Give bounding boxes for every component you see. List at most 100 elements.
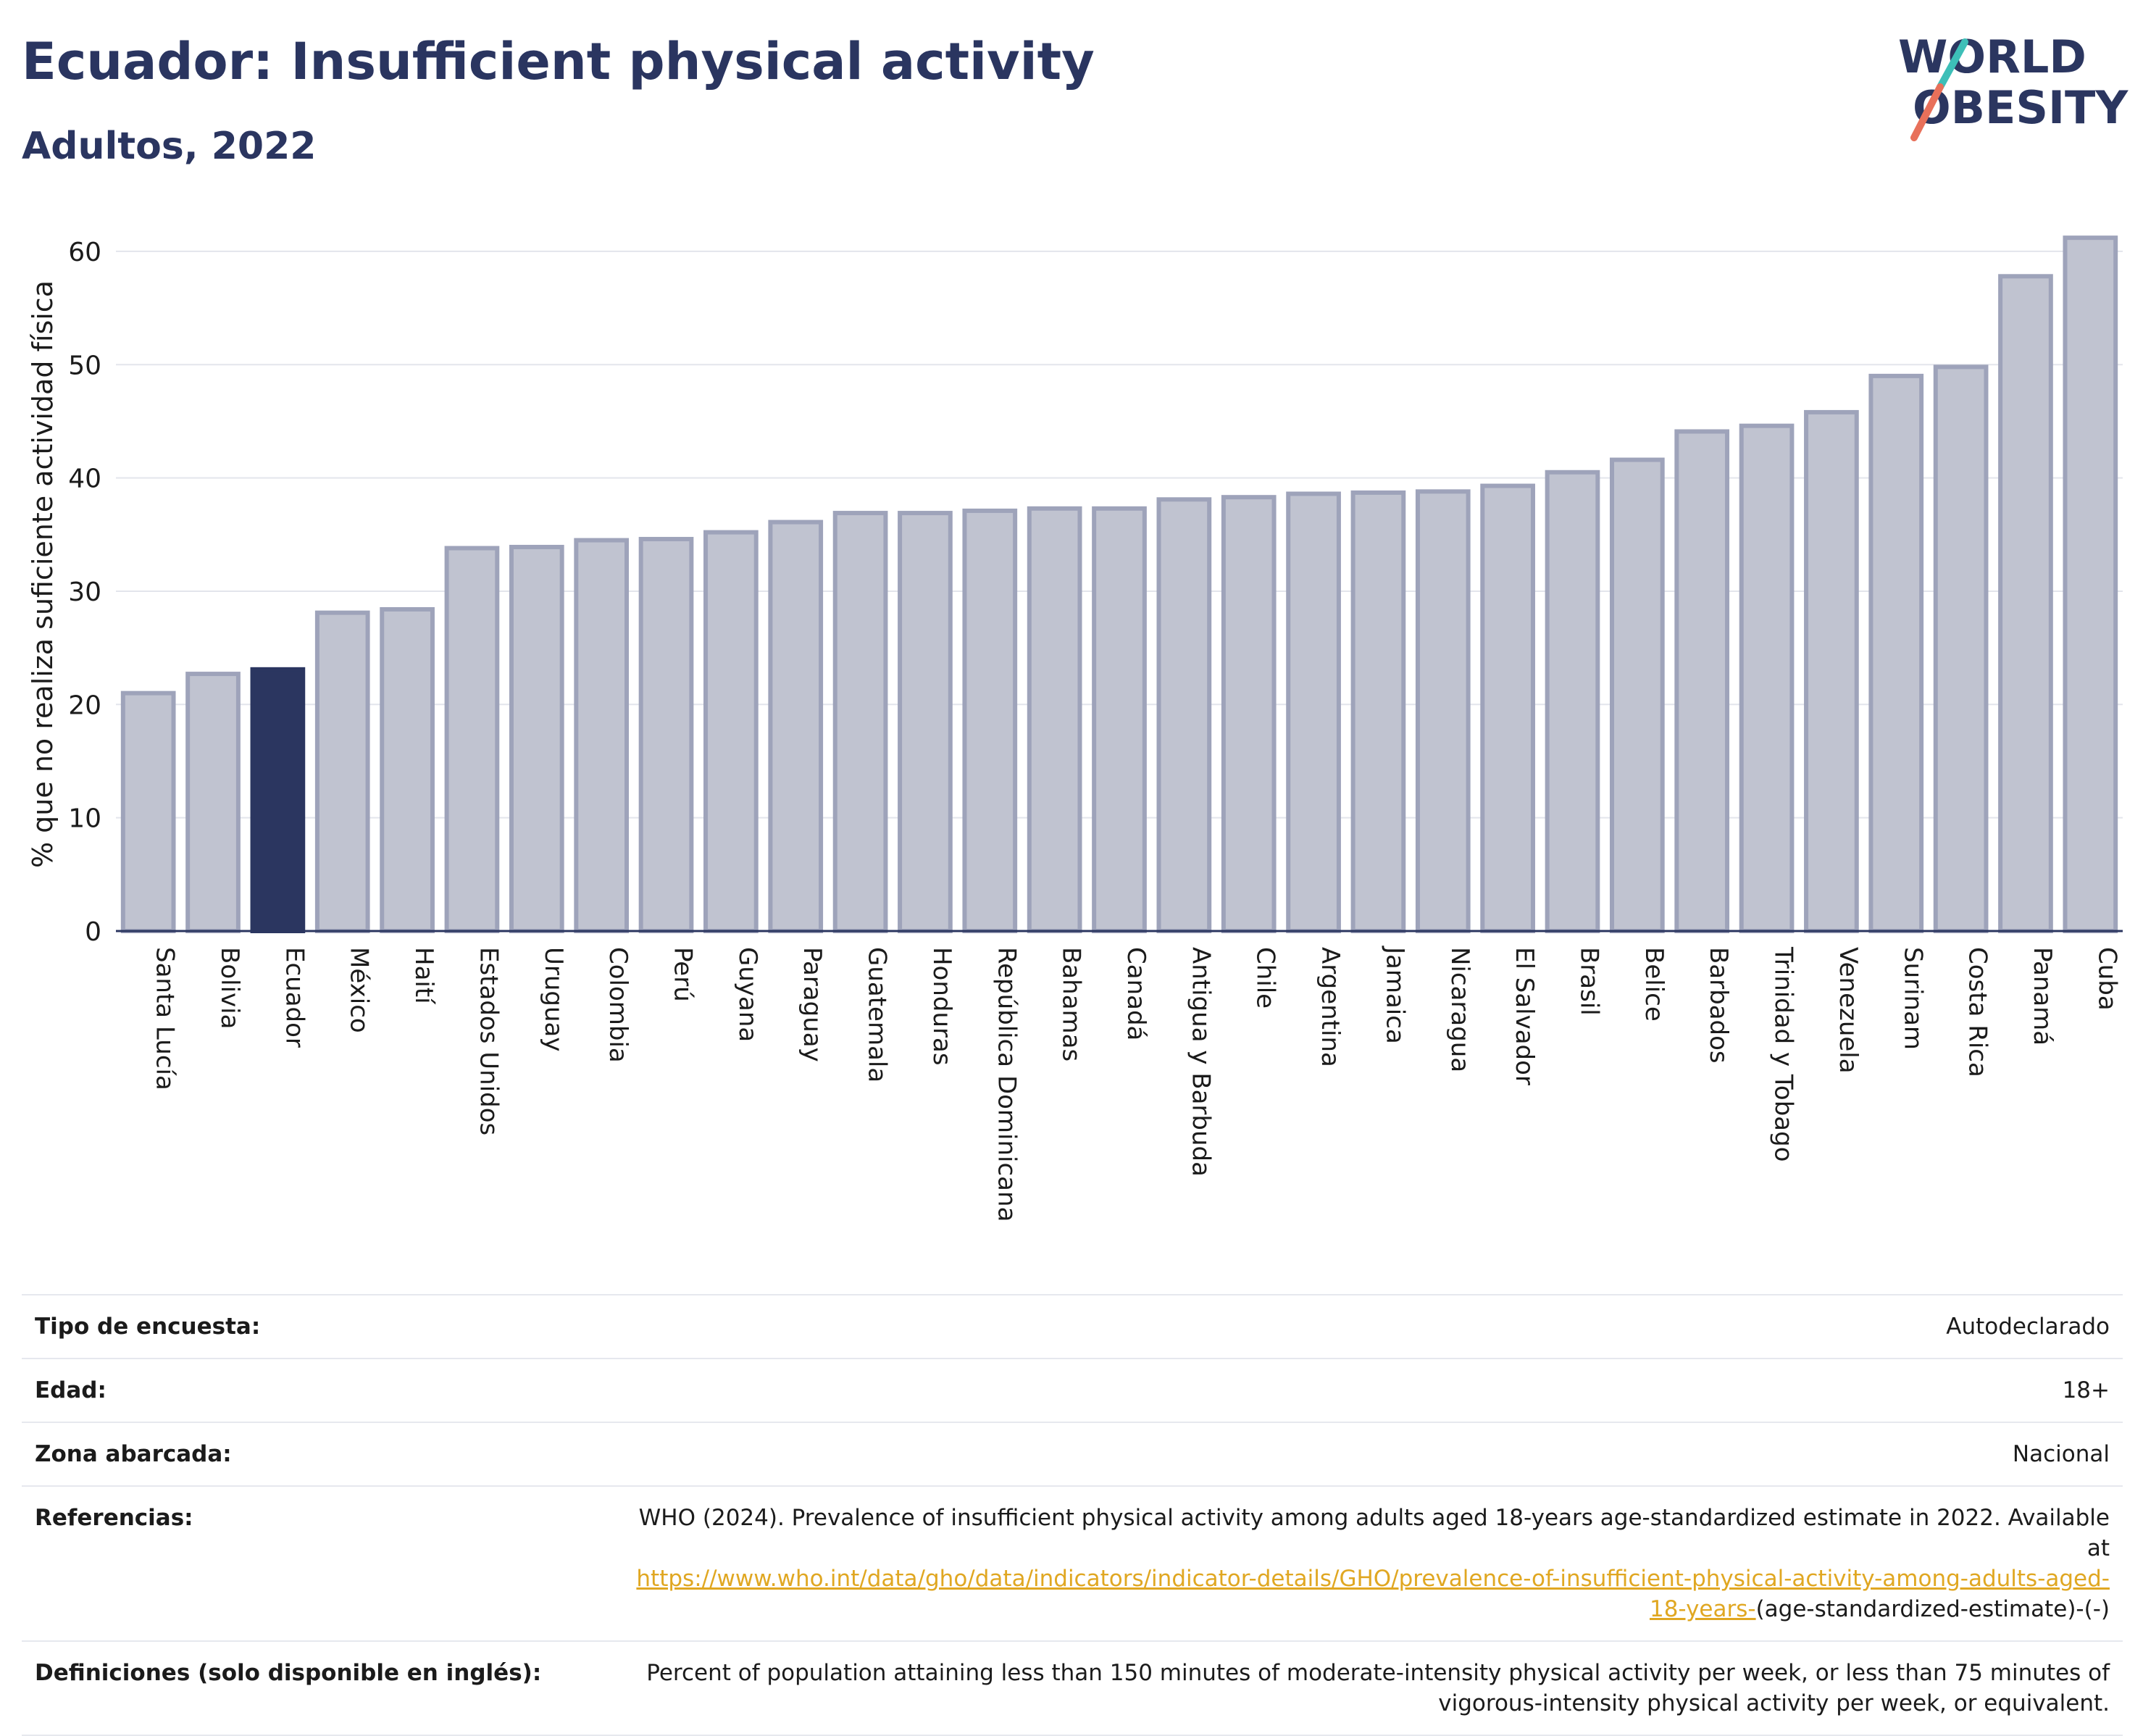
x-tick-label: Guyana (733, 947, 762, 1042)
x-tick-label: Cuba (2092, 947, 2121, 1011)
x-tick-label: Perú (669, 947, 698, 1002)
x-tick-label: Venezuela (1834, 947, 1863, 1074)
bar (380, 606, 435, 933)
bar (898, 511, 953, 934)
bar (185, 672, 241, 933)
bar (509, 544, 564, 933)
bar-highlight (250, 667, 306, 933)
x-tick-label: Uruguay (539, 947, 568, 1052)
meta-row-definitions: Definiciones (solo disponible en inglés)… (22, 1640, 2123, 1736)
x-tick-label: Panamá (2028, 947, 2057, 1046)
meta-row-area: Zona abarcada: Nacional (22, 1422, 2123, 1487)
y-tick-label: 30 (68, 577, 101, 607)
meta-row-survey-type: Tipo de encuesta: Autodeclarado (22, 1294, 2123, 1359)
bar (1933, 364, 1989, 933)
x-tick-label: Haití (409, 947, 438, 1005)
y-axis-label: % que no realiza suficiente actividad fí… (27, 280, 59, 868)
x-tick-label: Costa Rica (1963, 947, 1992, 1077)
logo-slash-coral (1910, 83, 1944, 141)
bars (120, 235, 2118, 934)
y-axis-ticks: 0 10 20 30 40 50 60 (68, 238, 101, 947)
bar (120, 690, 176, 934)
bar (1868, 373, 1924, 933)
y-tick-label: 10 (68, 804, 101, 834)
meta-label: Referencias: (22, 1485, 613, 1642)
reference-suffix: (age-standardized-estimate)-(-) (1755, 1596, 2110, 1622)
bar (2063, 235, 2118, 933)
meta-label: Edad: (22, 1358, 613, 1423)
y-tick-label: 40 (68, 464, 101, 494)
bar (1804, 409, 1859, 933)
bar (1998, 274, 2053, 934)
bar (1674, 429, 1730, 933)
x-tick-label: México (345, 947, 374, 1033)
x-tick-label: Santa Lucía (151, 947, 180, 1090)
bar (1027, 506, 1082, 934)
reference-link[interactable]: https://www.who.int/data/gho/data/indica… (636, 1566, 2110, 1622)
page-title: Ecuador: Insufficient physical activity (22, 32, 1095, 91)
x-tick-label: Honduras (927, 947, 956, 1066)
bar (1221, 495, 1277, 933)
x-tick-label: Argentina (1316, 947, 1345, 1067)
x-tick-label: República Dominicana (992, 947, 1021, 1222)
x-tick-label: Jamaica (1380, 946, 1409, 1044)
bar (832, 511, 888, 934)
x-tick-label: Brasil (1574, 947, 1603, 1016)
x-tick-label: Paraguay (798, 947, 827, 1062)
x-tick-label: Antigua y Barbuda (1186, 947, 1215, 1177)
meta-label: Tipo de encuesta: (22, 1294, 613, 1359)
x-tick-label: Chile (1251, 947, 1280, 1009)
x-tick-label: Bahamas (1057, 947, 1086, 1061)
y-tick-label: 0 (85, 917, 101, 947)
bar (703, 530, 759, 933)
y-tick-label: 50 (68, 351, 101, 380)
meta-value: Autodeclarado (613, 1294, 2123, 1359)
bar (1415, 489, 1471, 934)
bar (768, 519, 824, 934)
y-tick-label: 20 (68, 690, 101, 720)
meta-value: Nacional (613, 1422, 2123, 1487)
x-tick-label: Barbados (1704, 947, 1733, 1064)
x-tick-label: Guatemala (863, 947, 892, 1082)
x-tick-label: El Salvador (1510, 947, 1539, 1085)
bar (1286, 491, 1341, 933)
meta-label: Definiciones (solo disponible en inglés)… (22, 1640, 613, 1736)
x-tick-label: Estados Unidos (474, 947, 503, 1135)
y-tick-label: 60 (68, 238, 101, 267)
bar (1156, 497, 1212, 933)
x-tick-label: Surinam (1898, 947, 1927, 1050)
meta-value: WHO (2024). Prevalence of insufficient p… (613, 1485, 2123, 1642)
meta-label: Zona abarcada: (22, 1422, 613, 1487)
bar (444, 546, 500, 933)
bar (1480, 483, 1535, 933)
x-tick-label: Canadá (1121, 947, 1150, 1040)
bar-chart: 0 10 20 30 40 50 60 Santa Lucía Bolivia Ecuador M… (27, 235, 2123, 1222)
bar (574, 538, 630, 934)
page-subtitle: Adultos, 2022 (22, 125, 317, 168)
meta-row-age: Edad: 18+ (22, 1358, 2123, 1423)
bar (314, 610, 370, 934)
logo-slash-teal (1937, 38, 1968, 91)
bar (1092, 506, 1147, 934)
bar (1350, 490, 1406, 933)
logo-line1: WORLD (1898, 30, 2086, 83)
meta-value: 18+ (613, 1358, 2123, 1423)
x-tick-label: Bolivia (215, 947, 244, 1029)
bar (1545, 470, 1600, 933)
x-axis-labels: Santa Lucía Bolivia Ecuador México Haití Esta… (151, 946, 2122, 1222)
world-obesity-logo: WORLD OBESITY (1898, 30, 2129, 141)
x-tick-label: Belice (1639, 947, 1668, 1022)
logo-line2: OBESITY (1913, 81, 2129, 134)
reference-text: WHO (2024). Prevalence of insufficient p… (638, 1505, 2110, 1561)
bar (1609, 457, 1665, 934)
meta-value: Percent of population attaining less tha… (613, 1640, 2123, 1736)
x-tick-label: Ecuador (280, 947, 309, 1048)
x-tick-label: Colombia (603, 947, 632, 1063)
metadata-table: Tipo de encuesta: Autodeclarado Edad: 18… (22, 1294, 2123, 1736)
bar (962, 508, 1018, 933)
meta-row-references: Referencias: WHO (2024). Prevalence of i… (22, 1485, 2123, 1642)
x-tick-label: Trinidad y Tobago (1769, 946, 1798, 1162)
bar (638, 537, 694, 933)
x-tick-label: Nicaragua (1445, 947, 1474, 1072)
bar (1739, 423, 1795, 933)
